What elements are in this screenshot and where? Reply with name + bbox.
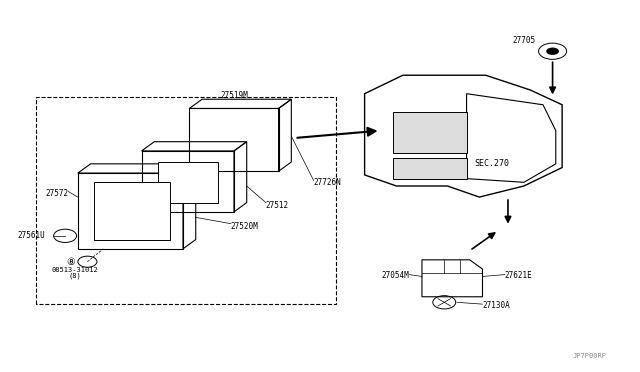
Text: 27130A: 27130A bbox=[483, 301, 510, 311]
Text: 08513-31012: 08513-31012 bbox=[51, 267, 98, 273]
Polygon shape bbox=[157, 162, 218, 203]
Text: ⑧: ⑧ bbox=[66, 257, 75, 267]
Circle shape bbox=[546, 48, 559, 55]
Text: 27621E: 27621E bbox=[505, 271, 532, 280]
Text: 27572: 27572 bbox=[45, 189, 68, 198]
Polygon shape bbox=[394, 158, 467, 179]
Text: (8): (8) bbox=[68, 272, 81, 279]
Text: 27561U: 27561U bbox=[17, 231, 45, 240]
Text: JP7P00RP: JP7P00RP bbox=[573, 353, 607, 359]
Text: 27705: 27705 bbox=[512, 36, 536, 45]
Text: 27054M: 27054M bbox=[381, 271, 409, 280]
Polygon shape bbox=[94, 182, 170, 240]
Text: 27520M: 27520M bbox=[231, 222, 259, 231]
Text: 27519M: 27519M bbox=[220, 91, 248, 100]
Text: 27726N: 27726N bbox=[314, 178, 341, 187]
Polygon shape bbox=[394, 112, 467, 153]
Text: SEC.270: SEC.270 bbox=[474, 159, 509, 169]
Text: 27512: 27512 bbox=[266, 201, 289, 210]
